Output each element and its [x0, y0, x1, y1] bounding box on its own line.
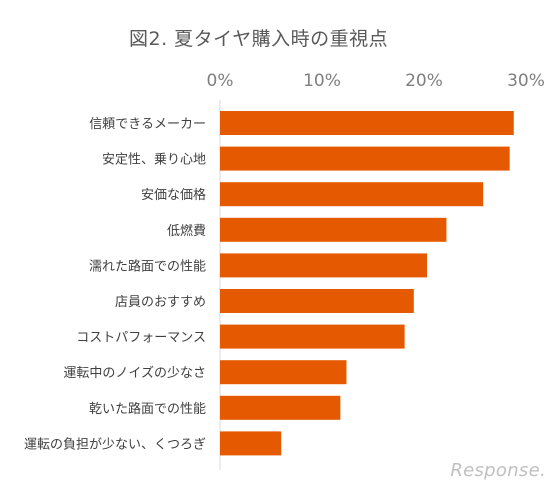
- bar: [220, 431, 282, 456]
- category-label: 安定性、乗り心地: [102, 153, 206, 168]
- bar: [220, 324, 405, 349]
- category-label: 低燃費: [167, 223, 206, 239]
- bar: [220, 360, 347, 385]
- watermark-logo: Response.: [450, 460, 546, 481]
- bar: [220, 289, 414, 313]
- category-label: 濡れた路面での性能: [89, 258, 206, 274]
- bar: [220, 146, 510, 171]
- chart-title: 図2. 夏タイヤ購入時の重視点: [129, 28, 389, 50]
- category-label: 乾いた路面での性能: [89, 401, 206, 417]
- bar: [220, 111, 514, 135]
- category-label: 信頼できるメーカー: [89, 117, 206, 132]
- bar: [220, 182, 484, 207]
- bar: [220, 217, 447, 242]
- bar: [220, 253, 428, 278]
- category-label: 安価な価格: [141, 187, 206, 203]
- bar: [220, 395, 341, 420]
- category-label: 運転の負担が少ない、くつろぎ: [24, 437, 206, 452]
- x-tick-label: 10%: [303, 71, 341, 91]
- category-label: コストパフォーマンス: [76, 331, 206, 346]
- x-tick-label: 0%: [207, 71, 234, 91]
- category-label: 店員のおすすめ: [115, 295, 206, 310]
- x-tick-label: 20%: [405, 71, 443, 91]
- category-label: 運転中のノイズの少なさ: [63, 365, 206, 381]
- x-tick-label: 30%: [507, 71, 545, 91]
